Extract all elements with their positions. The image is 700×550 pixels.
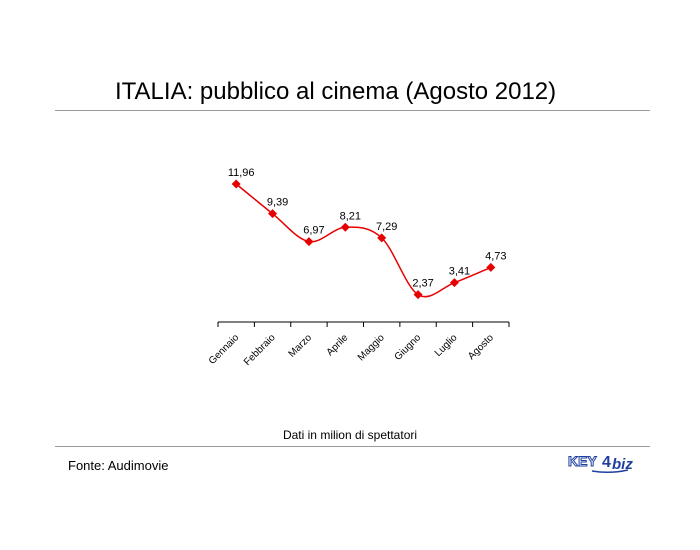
units-caption: Dati in milion di spettatori <box>282 428 418 442</box>
svg-text:biz: biz <box>612 456 633 473</box>
data-label: 7,29 <box>376 221 397 233</box>
data-point-marker <box>304 237 314 247</box>
line-chart: Gennaio Febbraio Marzo Aprile Maggio Giugno Lu… <box>207 167 510 368</box>
top-divider <box>55 110 650 111</box>
x-tick-label: Aprile <box>325 332 351 358</box>
data-point-marker <box>377 233 387 243</box>
data-point-marker <box>486 262 496 272</box>
data-point-marker <box>268 209 278 219</box>
data-label: 4,73 <box>485 250 506 262</box>
x-tick-label: Marzo <box>287 332 315 360</box>
data-point-marker <box>340 222 350 232</box>
x-tick-label: Agosto <box>466 332 496 362</box>
x-tick-label: Giugno <box>393 332 424 363</box>
data-label: 8,21 <box>340 210 361 222</box>
x-tick-label: Maggio <box>356 332 387 363</box>
series-line <box>235 183 492 298</box>
bottom-divider <box>55 446 650 447</box>
data-point-marker <box>231 179 241 189</box>
x-tick-label: Febbraio <box>242 332 278 368</box>
data-label: 2,37 <box>412 278 433 290</box>
data-label: 3,41 <box>449 266 470 278</box>
x-tick-label: Luglio <box>433 332 460 359</box>
data-label: 11,96 <box>228 167 255 179</box>
x-tick-label: Gennaio <box>207 332 242 367</box>
svg-text:4: 4 <box>602 454 611 471</box>
svg-text:KEY: KEY <box>568 453 597 469</box>
source-note: Fonte: Audimovie <box>68 458 169 473</box>
data-label: 9,39 <box>267 197 288 209</box>
chart-title: ITALIA: pubblico al cinema (Agosto 2012) <box>115 78 557 105</box>
key4biz-logo: KEY 4 biz <box>568 453 633 474</box>
data-label: 6,97 <box>303 225 324 237</box>
data-point-marker <box>449 278 459 288</box>
data-point-marker <box>413 290 423 300</box>
